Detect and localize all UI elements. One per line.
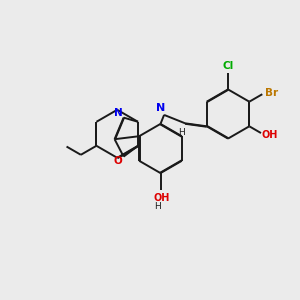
Text: Cl: Cl [222, 61, 234, 71]
Text: O: O [114, 156, 123, 166]
Text: H: H [178, 128, 185, 137]
Text: N: N [156, 103, 165, 113]
Text: N: N [114, 108, 123, 118]
Text: Br: Br [265, 88, 278, 98]
Text: OH: OH [154, 193, 170, 203]
Text: OH: OH [262, 130, 278, 140]
Text: H: H [154, 202, 161, 211]
